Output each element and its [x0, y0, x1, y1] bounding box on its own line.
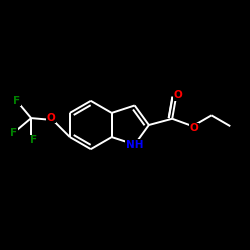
Text: O: O — [173, 90, 182, 100]
Text: O: O — [47, 113, 56, 123]
Text: O: O — [190, 124, 198, 134]
Text: F: F — [30, 135, 37, 145]
Text: F: F — [10, 128, 18, 138]
Text: F: F — [13, 96, 20, 106]
Text: NH: NH — [126, 140, 144, 149]
